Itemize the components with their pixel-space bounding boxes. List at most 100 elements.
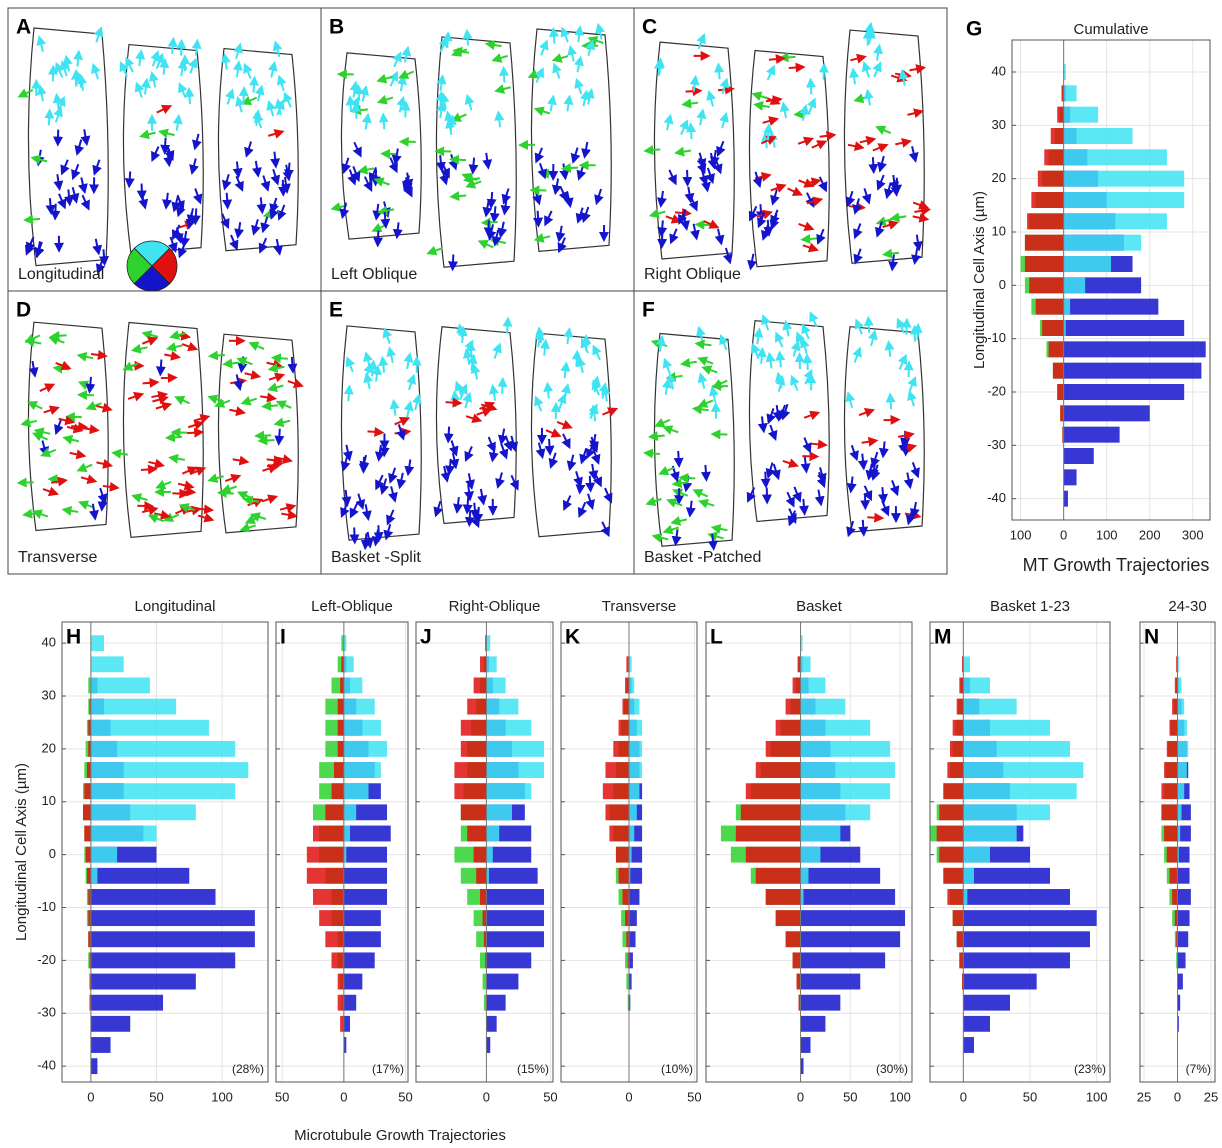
trajectory-arrow [409,460,411,472]
trajectory-arrow [501,222,504,234]
bar [1169,868,1177,884]
trajectory-arrow [650,499,661,503]
bar [1178,720,1187,736]
trajectory-arrow [377,204,379,216]
trajectory-arrow [547,211,552,222]
trajectory-arrow [469,473,471,485]
trajectory-arrow [684,214,686,226]
bar [1064,363,1202,379]
trajectory-arrow [656,537,668,540]
trajectory-arrow [491,192,492,204]
trajectory-arrow [811,444,823,445]
trajectory-arrow [142,509,154,512]
bar [1169,720,1177,736]
trajectory-arrow [73,187,76,199]
bar [736,826,801,842]
trajectory-arrow [685,362,697,364]
trajectory-arrow [880,128,891,133]
bar [1064,491,1068,507]
trajectory-arrow [57,174,59,186]
trajectory-arrow [368,532,370,544]
bar [957,699,964,715]
trajectory-arrow [557,422,568,427]
trajectory-arrow [161,359,162,371]
y-tick-label: -10 [37,899,56,914]
trajectory-arrow [278,421,290,424]
trajectory-arrow [31,404,42,409]
trajectory-arrow [909,68,921,70]
trajectory-arrow [499,115,500,127]
bar [793,952,801,968]
trajectory-arrow [237,162,238,174]
trajectory-arrow [266,405,278,406]
trajectory-arrow [93,504,95,516]
trajectory-arrow [81,177,84,189]
trajectory-arrow [563,434,568,445]
bar [746,783,801,799]
bar [338,720,344,736]
trajectory-arrow [29,335,40,340]
trajectory-arrow [705,465,706,477]
trajectory-arrow [70,453,82,455]
bar [344,910,381,926]
trajectory-arrow [787,492,792,503]
trajectory-arrow [63,160,68,171]
trajectory-arrow [803,109,805,121]
bar [91,910,255,926]
bar [963,868,974,884]
bar [766,741,801,757]
trajectory-arrow [41,89,43,101]
trajectory-arrow [225,477,236,481]
bar [1064,85,1077,101]
trajectory-arrow [184,231,186,243]
trajectory-arrow [366,118,368,130]
bar [91,1016,130,1032]
trajectory-arrow [144,133,156,136]
trajectory-arrow [441,79,443,91]
share-note: (7%) [1186,1062,1211,1076]
bar [629,868,642,884]
trajectory-arrow [539,443,542,455]
trajectory-arrow [883,224,894,228]
cell-outline [749,51,829,267]
trajectory-arrow [722,82,725,94]
trajectory-arrow [172,42,173,54]
trajectory-arrow [906,440,907,452]
trajectory-arrow [506,436,510,447]
trajectory-arrow [784,57,796,58]
trajectory-arrow [770,408,774,419]
bar [91,868,98,884]
trajectory-arrow [481,489,483,501]
bar [91,995,163,1011]
y-tick-label: -30 [987,437,1006,452]
trajectory-arrow [403,72,414,77]
trajectory-arrow [400,101,403,113]
trajectory-arrow [280,79,284,90]
trajectory-arrow [590,476,591,488]
trajectory-arrow [571,50,574,62]
trajectory-arrow [798,140,809,144]
trajectory-arrow [819,229,823,240]
bar [963,804,1050,820]
bar [1172,699,1177,715]
trajectory-arrow [889,345,890,357]
bar [605,762,629,778]
trajectory-arrow [566,168,578,169]
trajectory-arrow [758,105,770,107]
trajectory-arrow [354,527,355,539]
trajectory-arrow [769,59,781,60]
trajectory-arrow [358,494,362,505]
trajectory-arrow [67,60,69,72]
y-axis-label: Longitudinal Cell Axis (µm) [13,763,30,941]
trajectory-arrow [867,517,879,518]
bar [467,826,486,842]
bar [1064,149,1167,165]
bar [1060,405,1063,421]
trajectory-arrow [383,361,384,373]
bar [486,995,505,1011]
bar [480,656,486,672]
cell-outline [531,333,611,536]
bar [793,678,801,694]
bar [943,868,963,884]
x-tick-label: 100 [1096,527,1118,542]
